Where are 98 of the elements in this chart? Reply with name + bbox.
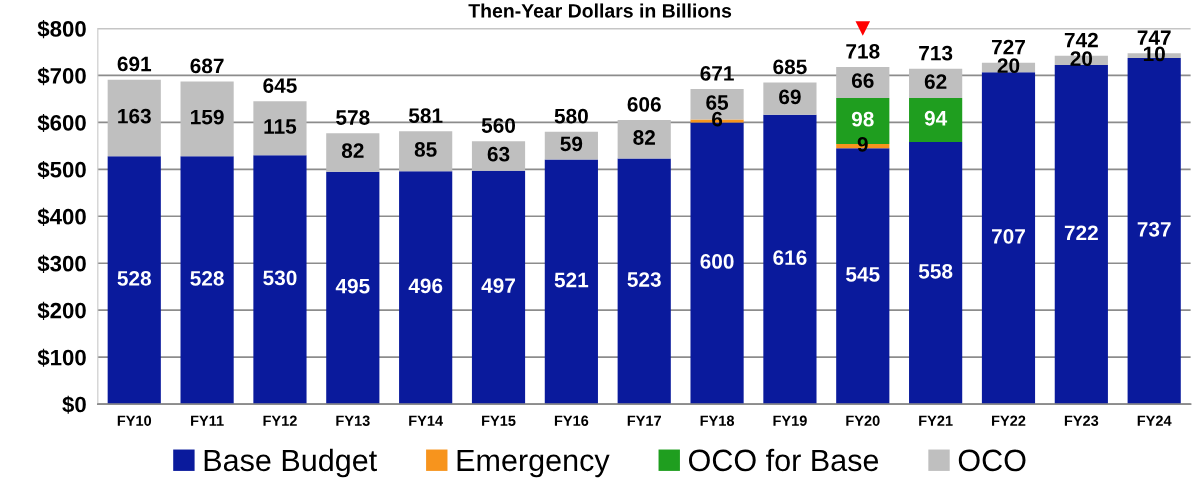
total-label: 606 xyxy=(627,97,661,112)
total-label: 580 xyxy=(554,108,588,124)
y-tick-label: $400 xyxy=(37,207,86,226)
total-label: 671 xyxy=(700,66,734,81)
data-label: 707 xyxy=(992,228,1025,244)
bar xyxy=(763,82,817,115)
legend-label: OCO xyxy=(958,449,1026,472)
y-tick-label: $800 xyxy=(37,20,86,39)
data-label: 9 xyxy=(857,136,868,152)
total-label: 747 xyxy=(1137,30,1171,45)
total-label: 685 xyxy=(773,59,807,75)
total-label: 691 xyxy=(117,56,152,72)
x-tick-label: FY11 xyxy=(191,415,224,426)
total-label: 687 xyxy=(190,58,224,74)
bar xyxy=(107,156,161,405)
bar xyxy=(617,158,671,405)
bar xyxy=(763,114,817,405)
data-label: 159 xyxy=(191,109,224,125)
data-label: 616 xyxy=(773,250,807,266)
data-label: 63 xyxy=(487,146,510,162)
data-label: 545 xyxy=(846,267,880,282)
legend-label: Base Budget xyxy=(204,448,377,478)
bar xyxy=(909,142,963,405)
total-label: 560 xyxy=(481,118,516,133)
x-tick-label: FY18 xyxy=(700,415,735,426)
bar xyxy=(399,131,453,172)
data-label: 20 xyxy=(997,58,1020,74)
total-label: 645 xyxy=(263,78,297,93)
bar xyxy=(544,159,598,405)
bar xyxy=(180,81,234,157)
total-label: 742 xyxy=(1064,32,1098,48)
data-label: 528 xyxy=(117,270,151,286)
data-label: 530 xyxy=(263,270,297,286)
data-label: 66 xyxy=(851,73,874,89)
bar xyxy=(253,155,307,405)
bar xyxy=(326,133,380,172)
data-label: 497 xyxy=(481,278,515,294)
x-tick-label: FY12 xyxy=(263,415,297,426)
data-label: 528 xyxy=(190,270,224,286)
total-label: 713 xyxy=(919,45,953,61)
data-label: 115 xyxy=(264,119,297,134)
data-label: 521 xyxy=(554,272,589,288)
data-label: 600 xyxy=(700,254,734,269)
legend-label: OCO for Base xyxy=(689,448,879,472)
data-label: 737 xyxy=(1137,221,1171,237)
x-tick-label: FY13 xyxy=(336,415,370,426)
y-tick-label: $300 xyxy=(37,254,86,273)
y-tick-label: $200 xyxy=(37,301,86,320)
data-label: 20 xyxy=(1070,51,1093,66)
y-tick-label: $0 xyxy=(62,395,86,414)
total-label: 718 xyxy=(846,43,880,59)
x-tick-label: FY17 xyxy=(627,415,662,426)
bar xyxy=(180,156,234,405)
bar xyxy=(1054,65,1108,405)
bar xyxy=(326,171,380,405)
data-label: 523 xyxy=(627,272,661,287)
x-tick-label: FY22 xyxy=(992,415,1026,426)
bar xyxy=(909,97,963,143)
total-label: 578 xyxy=(336,110,370,125)
data-label: 722 xyxy=(1064,225,1098,240)
data-label: 69 xyxy=(779,89,801,105)
data-label: 85 xyxy=(414,142,437,157)
data-label: 62 xyxy=(924,74,947,89)
y-tick-label: $100 xyxy=(37,348,86,367)
x-tick-label: FY14 xyxy=(409,415,444,426)
x-tick-label: FY15 xyxy=(482,415,516,426)
total-label: 727 xyxy=(992,39,1025,55)
data-label: 558 xyxy=(918,263,953,279)
bar xyxy=(471,170,526,405)
data-label: 10 xyxy=(1143,46,1165,62)
x-tick-label: FY23 xyxy=(1064,415,1099,426)
x-tick-label: FY20 xyxy=(846,415,880,426)
data-label: 495 xyxy=(335,278,370,294)
y-tick-label: $500 xyxy=(37,160,86,180)
bar xyxy=(981,72,1036,405)
bar xyxy=(617,120,671,159)
data-label: 59 xyxy=(560,136,583,152)
total-label: 581 xyxy=(408,108,443,124)
x-tick-label: FY16 xyxy=(554,415,589,426)
chart-subtitle: Then-Year Dollars in Billions xyxy=(468,3,732,18)
x-tick-label: FY24 xyxy=(1137,415,1172,426)
x-tick-label: FY10 xyxy=(117,415,152,426)
bar xyxy=(471,141,526,171)
data-label: 98 xyxy=(851,111,874,127)
legend-label: Emergency xyxy=(457,449,610,478)
bar xyxy=(253,101,307,156)
data-label: 82 xyxy=(633,130,655,145)
bar xyxy=(107,79,161,157)
x-tick-label: FY19 xyxy=(773,415,807,426)
data-label: 163 xyxy=(118,108,151,124)
data-label: 496 xyxy=(408,278,443,294)
data-label: 82 xyxy=(341,143,364,159)
data-label: 94 xyxy=(924,110,948,126)
y-tick-label: $600 xyxy=(37,113,86,133)
x-tick-label: FY21 xyxy=(919,415,953,426)
bar xyxy=(399,171,453,405)
y-tick-label: $700 xyxy=(37,66,86,86)
data-label: 65 xyxy=(706,95,729,110)
